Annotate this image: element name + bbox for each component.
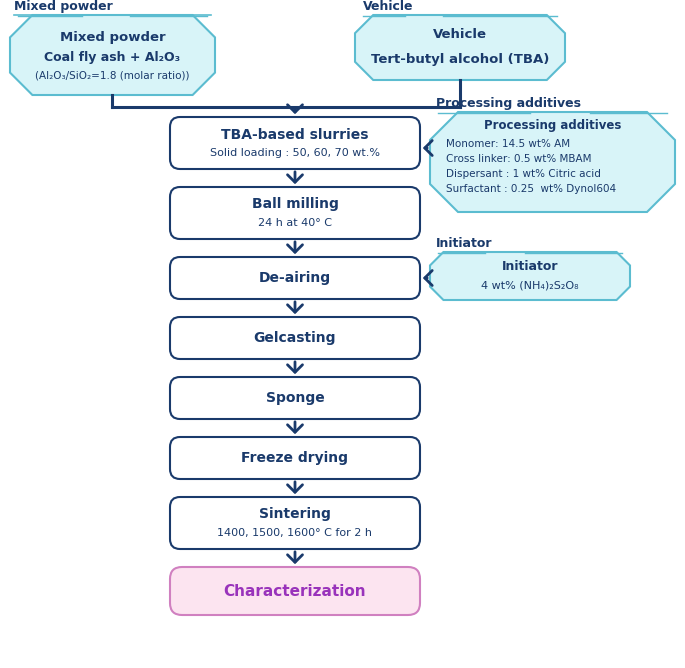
Text: (Al₂O₃/SiO₂=1.8 (molar ratio)): (Al₂O₃/SiO₂=1.8 (molar ratio)) [35, 70, 190, 80]
Text: Sintering: Sintering [259, 507, 331, 521]
Polygon shape [10, 15, 215, 95]
Text: Processing additives: Processing additives [484, 120, 621, 132]
Text: Initiator: Initiator [436, 237, 493, 250]
FancyBboxPatch shape [170, 187, 420, 239]
Text: De-airing: De-airing [259, 271, 331, 285]
Text: Tert-butyl alcohol (TBA): Tert-butyl alcohol (TBA) [371, 53, 549, 65]
Text: Characterization: Characterization [224, 584, 366, 599]
FancyBboxPatch shape [170, 497, 420, 549]
Text: Vehicle: Vehicle [433, 29, 487, 41]
Text: 1400, 1500, 1600° C for 2 h: 1400, 1500, 1600° C for 2 h [218, 528, 373, 538]
Text: Vehicle: Vehicle [363, 0, 414, 13]
Text: Monomer: 14.5 wt% AM: Monomer: 14.5 wt% AM [446, 139, 570, 149]
FancyBboxPatch shape [170, 437, 420, 479]
Text: Cross linker: 0.5 wt% MBAM: Cross linker: 0.5 wt% MBAM [446, 154, 592, 164]
Text: Mixed powder: Mixed powder [14, 0, 113, 13]
Text: Ball milling: Ball milling [251, 197, 338, 211]
FancyBboxPatch shape [170, 567, 420, 615]
Text: Sponge: Sponge [266, 391, 325, 405]
Polygon shape [430, 112, 675, 212]
Text: Solid loading : 50, 60, 70 wt.%: Solid loading : 50, 60, 70 wt.% [210, 148, 380, 158]
Text: TBA-based slurries: TBA-based slurries [221, 128, 369, 142]
Text: Coal fly ash + Al₂O₃: Coal fly ash + Al₂O₃ [45, 51, 181, 63]
Text: 24 h at 40° C: 24 h at 40° C [258, 218, 332, 228]
Text: Initiator: Initiator [501, 259, 558, 273]
Text: Gelcasting: Gelcasting [253, 331, 336, 345]
FancyBboxPatch shape [170, 257, 420, 299]
Polygon shape [355, 15, 565, 80]
Text: Mixed powder: Mixed powder [60, 31, 165, 43]
Polygon shape [430, 252, 630, 300]
Text: Freeze drying: Freeze drying [242, 451, 349, 465]
Text: Surfactant : 0.25  wt% Dynol604: Surfactant : 0.25 wt% Dynol604 [446, 184, 616, 194]
Text: Dispersant : 1 wt% Citric acid: Dispersant : 1 wt% Citric acid [446, 169, 601, 179]
FancyBboxPatch shape [170, 117, 420, 169]
FancyBboxPatch shape [170, 317, 420, 359]
Text: Processing additives: Processing additives [436, 97, 581, 110]
Text: 4 wt% (NH₄)₂S₂O₈: 4 wt% (NH₄)₂S₂O₈ [482, 280, 579, 290]
FancyBboxPatch shape [170, 377, 420, 419]
